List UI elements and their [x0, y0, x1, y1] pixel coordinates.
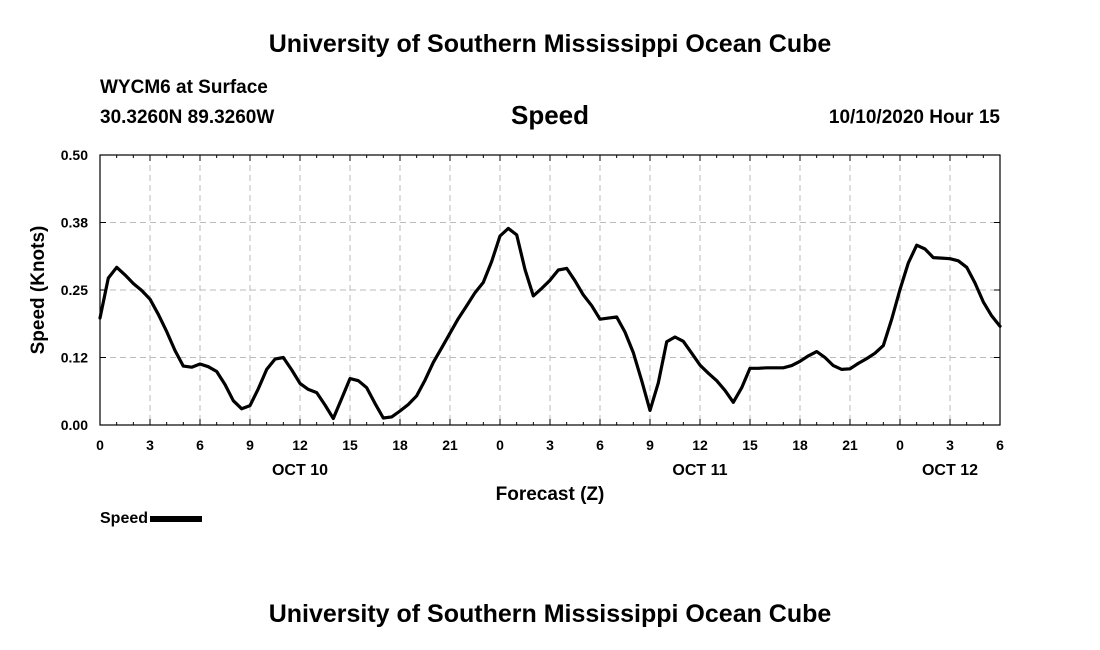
x-tick-label: 9: [246, 437, 254, 453]
y-tick-label: 0.12: [61, 350, 88, 366]
chart-title: Speed: [510, 100, 590, 130]
x-tick-label: 18: [792, 437, 808, 453]
x-tick-label: 3: [946, 437, 954, 453]
x-tick-label: 3: [546, 437, 554, 453]
x-tick-label: 12: [292, 437, 308, 453]
date-label: OCT 11: [672, 462, 727, 479]
x-axis-label: Forecast (Z): [496, 484, 605, 505]
y-tick-label: 0.38: [61, 215, 88, 231]
y-tick-label: 0.50: [61, 147, 88, 163]
title-bottom: University of Southern Mississippi Ocean…: [268, 600, 832, 628]
x-tick-label: 6: [996, 437, 1004, 453]
station-label: WYCM6 at Surface: [100, 77, 268, 98]
y-tick-label: 0.00: [61, 417, 88, 433]
x-tick-label: 0: [96, 437, 104, 453]
x-tick-label: 18: [392, 437, 408, 453]
legend: Speed: [100, 510, 203, 528]
x-tick-label: 0: [496, 437, 504, 453]
series-layer: [98, 226, 1002, 421]
grid-lines: [100, 155, 1000, 425]
x-tick-label: 3: [146, 437, 154, 453]
x-tick-label: 0: [896, 437, 904, 453]
x-tick-label: 15: [742, 437, 758, 453]
coordinates-label: 30.3260N 89.3260W: [100, 107, 275, 128]
x-tick-label: 15: [342, 437, 358, 453]
y-axis-label: Speed (Knots): [28, 226, 49, 355]
legend-swatch: [150, 516, 203, 522]
x-tick-label: 6: [196, 437, 204, 453]
x-tick-label: 21: [442, 437, 458, 453]
series-line-speed: [98, 226, 1002, 421]
date-label: OCT 10: [272, 462, 328, 479]
date-label: OCT 12: [922, 462, 978, 479]
x-tick-label: 21: [842, 437, 858, 453]
y-tick-label: 0.25: [61, 282, 88, 298]
x-tick-label: 6: [596, 437, 604, 453]
legend-label: Speed: [100, 510, 149, 527]
title-top: University of Southern Mississippi Ocean…: [268, 30, 832, 58]
x-tick-label: 12: [692, 437, 708, 453]
datetime-label: 10/10/2020 Hour 15: [828, 107, 1000, 128]
x-tick-label: 9: [646, 437, 654, 453]
axis-ticks: 0.00 0.12 0.25 0.38 0.50 0 3 6 9 12 15 18 21 0 3 6 9 12 15…: [61, 147, 1004, 479]
